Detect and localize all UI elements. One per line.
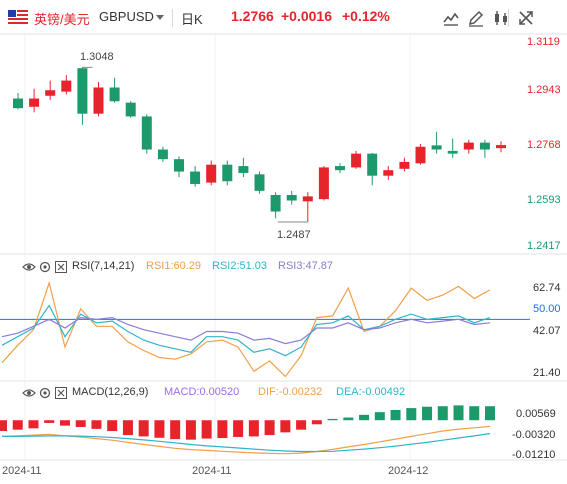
macd-bar bbox=[0, 420, 7, 432]
candle-body bbox=[431, 145, 442, 150]
rsi-line-rsi2 bbox=[1, 304, 491, 357]
macd-bar bbox=[374, 412, 385, 421]
macd-bar bbox=[406, 408, 417, 421]
header-divider bbox=[172, 9, 173, 27]
symbol-label[interactable]: GBPUSD bbox=[99, 9, 154, 24]
candle-body bbox=[318, 167, 329, 200]
macd-bar bbox=[170, 420, 181, 440]
candle-body bbox=[496, 145, 506, 149]
macd-bar bbox=[296, 420, 307, 430]
macd-bar bbox=[311, 420, 322, 425]
macd-bar bbox=[12, 420, 23, 430]
macd-bar bbox=[138, 420, 149, 437]
rsi-line-rsi3 bbox=[1, 316, 491, 345]
candle-body bbox=[174, 159, 184, 172]
candle-body bbox=[463, 142, 474, 150]
dea-line bbox=[2, 432, 491, 453]
macd-bar bbox=[75, 420, 86, 427]
rsi-line-rsi1 bbox=[1, 280, 491, 378]
candle-body bbox=[351, 153, 362, 168]
macd-bar bbox=[154, 420, 165, 438]
candle-body bbox=[302, 196, 313, 202]
macd-bar bbox=[59, 420, 70, 426]
flag-icon bbox=[8, 10, 28, 24]
candle-body bbox=[125, 102, 136, 117]
price-change: +0.0016 bbox=[281, 8, 332, 24]
candle-body bbox=[222, 164, 233, 182]
chart-header: 英镑/美元 GBPUSD 日K 1.2766 +0.0016 +0.12% bbox=[0, 0, 567, 34]
macd-bar bbox=[233, 420, 244, 437]
instrument-name-cn[interactable]: 英镑/美元 bbox=[34, 12, 90, 27]
candle-body bbox=[93, 87, 104, 114]
candle-body bbox=[61, 80, 72, 92]
indicator-icon[interactable] bbox=[442, 9, 460, 27]
macd-bar bbox=[327, 418, 338, 421]
last-price: 1.2766 bbox=[231, 8, 274, 24]
header-divider-2 bbox=[508, 9, 509, 27]
macd-bar bbox=[264, 420, 275, 436]
candle-body bbox=[479, 142, 490, 150]
macd-bar bbox=[107, 420, 118, 432]
candle-body bbox=[254, 174, 265, 191]
macd-bar bbox=[343, 417, 354, 421]
macd-bar bbox=[485, 406, 495, 421]
candle-body bbox=[190, 171, 201, 184]
candle-body bbox=[141, 116, 152, 150]
candle-body bbox=[335, 166, 345, 171]
candle-body bbox=[157, 149, 168, 160]
candle-body bbox=[45, 90, 56, 96]
macd-bar bbox=[217, 420, 228, 439]
macd-bar bbox=[91, 420, 102, 429]
candle-body bbox=[383, 170, 394, 176]
candle-body bbox=[29, 98, 40, 107]
macd-bar bbox=[422, 406, 433, 421]
macd-bar bbox=[469, 406, 480, 421]
macd-bar bbox=[122, 420, 133, 436]
share-icon[interactable] bbox=[517, 9, 535, 27]
candle-body bbox=[13, 98, 23, 109]
macd-bar bbox=[44, 420, 55, 423]
candle-body bbox=[206, 164, 217, 183]
timeframe-selector[interactable]: 日K bbox=[181, 12, 203, 27]
candle-body bbox=[77, 68, 88, 114]
macd-bar bbox=[390, 409, 401, 421]
candle-body bbox=[270, 195, 281, 212]
candle-body bbox=[286, 195, 297, 201]
drawing-icon[interactable] bbox=[467, 9, 485, 27]
macd-bar bbox=[280, 420, 291, 433]
candle-body bbox=[367, 153, 378, 176]
dif-line bbox=[1, 425, 491, 455]
macd-bar bbox=[359, 414, 370, 421]
macd-bar bbox=[248, 420, 259, 437]
candle-body bbox=[399, 161, 410, 169]
candle-body bbox=[109, 87, 120, 102]
macd-bar bbox=[453, 405, 464, 421]
candle-type-icon[interactable] bbox=[492, 9, 510, 27]
dropdown-chevron-icon[interactable] bbox=[156, 15, 164, 21]
macd-bar bbox=[201, 420, 212, 439]
macd-bar bbox=[437, 406, 448, 421]
candle-body bbox=[415, 146, 426, 164]
candle-body bbox=[238, 166, 249, 173]
macd-bar bbox=[185, 420, 196, 440]
price-change-pct: +0.12% bbox=[342, 8, 390, 24]
candle-body bbox=[447, 150, 458, 154]
macd-bar bbox=[28, 420, 39, 429]
